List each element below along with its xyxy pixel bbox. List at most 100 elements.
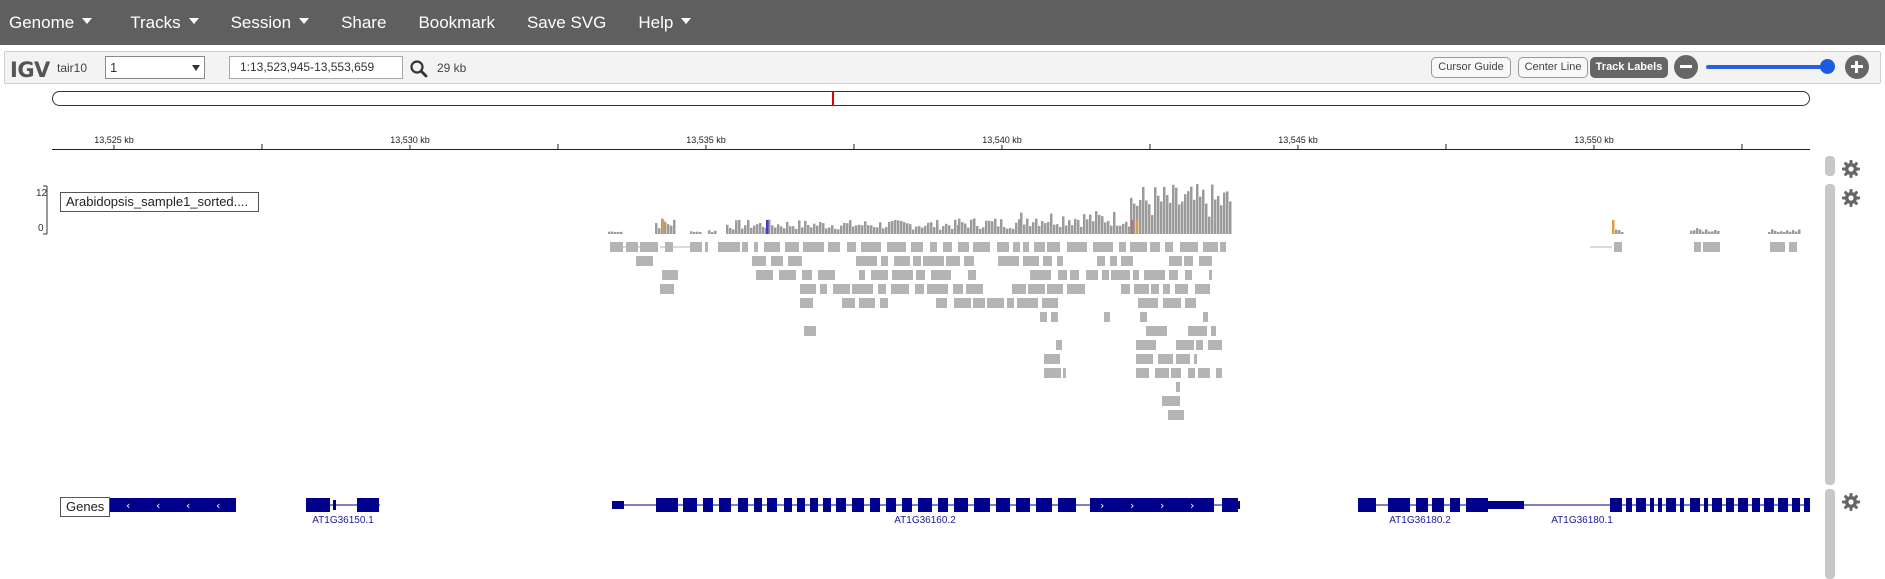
aligned-read[interactable]: [1220, 242, 1226, 252]
aligned-read[interactable]: [660, 284, 674, 294]
chromosome-select[interactable]: 1: [105, 56, 205, 79]
aligned-read[interactable]: [847, 242, 856, 252]
aligned-read[interactable]: [833, 284, 850, 294]
aligned-read[interactable]: [1180, 242, 1198, 252]
gene-exon[interactable]: [1358, 498, 1376, 512]
aligned-read[interactable]: [1110, 256, 1117, 266]
aligned-read[interactable]: [1028, 284, 1045, 294]
gene-exon[interactable]: [1016, 498, 1030, 512]
gene-exon[interactable]: [870, 498, 880, 512]
menu-tracks[interactable]: Tracks: [120, 0, 208, 45]
aligned-read[interactable]: [973, 242, 990, 252]
aligned-read[interactable]: [1614, 242, 1622, 252]
menu-share[interactable]: Share: [331, 0, 396, 45]
aligned-read[interactable]: [1136, 354, 1153, 364]
genome-label[interactable]: tair10: [57, 61, 88, 75]
gene-exon[interactable]: [110, 498, 236, 512]
aligned-read[interactable]: [785, 242, 799, 252]
gene-exon[interactable]: [1680, 498, 1684, 512]
aligned-read[interactable]: [1047, 242, 1060, 252]
aligned-read[interactable]: [1694, 242, 1701, 252]
gene-exon[interactable]: [1792, 498, 1800, 512]
menu-save-svg[interactable]: Save SVG: [517, 0, 616, 45]
gear-icon[interactable]: [1841, 188, 1861, 208]
aligned-read[interactable]: [1000, 242, 1009, 252]
aligned-read[interactable]: [954, 298, 971, 308]
gene-exon[interactable]: [754, 498, 762, 512]
aligned-read[interactable]: [1017, 298, 1038, 308]
gene-exon[interactable]: [902, 498, 912, 512]
aligned-read[interactable]: [804, 326, 816, 336]
aligned-read[interactable]: [1067, 284, 1085, 294]
gene-utr[interactable]: [1228, 501, 1240, 509]
aligned-read[interactable]: [1047, 284, 1063, 294]
aligned-read[interactable]: [742, 242, 748, 252]
aligned-read[interactable]: [1067, 242, 1087, 252]
gene-exon[interactable]: [738, 498, 748, 512]
gene-exon[interactable]: [1712, 498, 1722, 512]
aligned-read[interactable]: [861, 242, 881, 252]
aligned-read[interactable]: [916, 270, 925, 280]
gene-exon[interactable]: [823, 498, 831, 512]
aligned-read[interactable]: [1121, 284, 1130, 294]
gene-exon[interactable]: [938, 498, 948, 512]
aligned-read[interactable]: [894, 256, 910, 266]
aligned-read[interactable]: [800, 298, 813, 308]
aligned-read[interactable]: [927, 284, 948, 294]
menu-bookmark[interactable]: Bookmark: [408, 0, 505, 45]
aligned-read[interactable]: [818, 270, 835, 280]
chromosome-ideogram[interactable]: [52, 91, 1810, 106]
aligned-read[interactable]: [1093, 242, 1113, 252]
aligned-read[interactable]: [911, 242, 923, 252]
aligned-read[interactable]: [1703, 242, 1720, 252]
gene-exon[interactable]: [703, 498, 713, 512]
aligned-read[interactable]: [987, 298, 1004, 308]
gene-exon[interactable]: [918, 498, 932, 512]
gene-exon[interactable]: [1726, 498, 1734, 512]
aligned-read[interactable]: [1023, 242, 1029, 252]
aligned-read[interactable]: [1162, 396, 1180, 406]
aligned-read[interactable]: [1102, 270, 1109, 280]
zoom-slider[interactable]: [1706, 65, 1826, 69]
aligned-read[interactable]: [915, 284, 924, 294]
aligned-read[interactable]: [1144, 270, 1165, 280]
aligned-read[interactable]: [828, 242, 840, 252]
gene-exon[interactable]: [1778, 498, 1788, 512]
gene-utr[interactable]: [612, 501, 624, 509]
aligned-read[interactable]: [1040, 312, 1047, 322]
aligned-read[interactable]: [880, 298, 888, 308]
gene-exon[interactable]: [1666, 498, 1676, 512]
gene-exon[interactable]: [683, 498, 697, 512]
aligned-read[interactable]: [1051, 312, 1058, 322]
aligned-read[interactable]: [1151, 284, 1159, 294]
aligned-read[interactable]: [1034, 242, 1045, 252]
aligned-read[interactable]: [1163, 298, 1181, 308]
aligned-read[interactable]: [1188, 326, 1207, 336]
aligned-read[interactable]: [892, 270, 913, 280]
aligned-read[interactable]: [1030, 270, 1051, 280]
aligned-read[interactable]: [752, 256, 765, 266]
aligned-read[interactable]: [1198, 368, 1210, 378]
ruler-scrollbar[interactable]: [1825, 156, 1835, 176]
aligned-read[interactable]: [1140, 312, 1147, 322]
zoom-out-icon[interactable]: [1674, 55, 1698, 79]
gene-exon[interactable]: [810, 498, 818, 512]
aligned-read[interactable]: [936, 298, 947, 308]
aligned-read[interactable]: [1185, 298, 1196, 308]
aligned-read[interactable]: [803, 242, 824, 252]
aligned-read[interactable]: [1203, 312, 1208, 322]
aligned-read[interactable]: [802, 270, 812, 280]
aligned-read[interactable]: [1158, 354, 1173, 364]
gene-exon[interactable]: [1466, 498, 1488, 512]
gene-exon[interactable]: [852, 498, 864, 512]
aligned-read[interactable]: [1044, 354, 1060, 364]
aligned-read[interactable]: [1146, 326, 1167, 336]
aligned-read[interactable]: [842, 298, 855, 308]
center-line-button[interactable]: Center Line: [1518, 57, 1588, 78]
aligned-read[interactable]: [1134, 284, 1138, 294]
aligned-read[interactable]: [1184, 256, 1193, 266]
aligned-read[interactable]: [871, 270, 888, 280]
aligned-read[interactable]: [968, 270, 976, 280]
aligned-read[interactable]: [1058, 270, 1067, 280]
aligned-read[interactable]: [1042, 298, 1058, 308]
